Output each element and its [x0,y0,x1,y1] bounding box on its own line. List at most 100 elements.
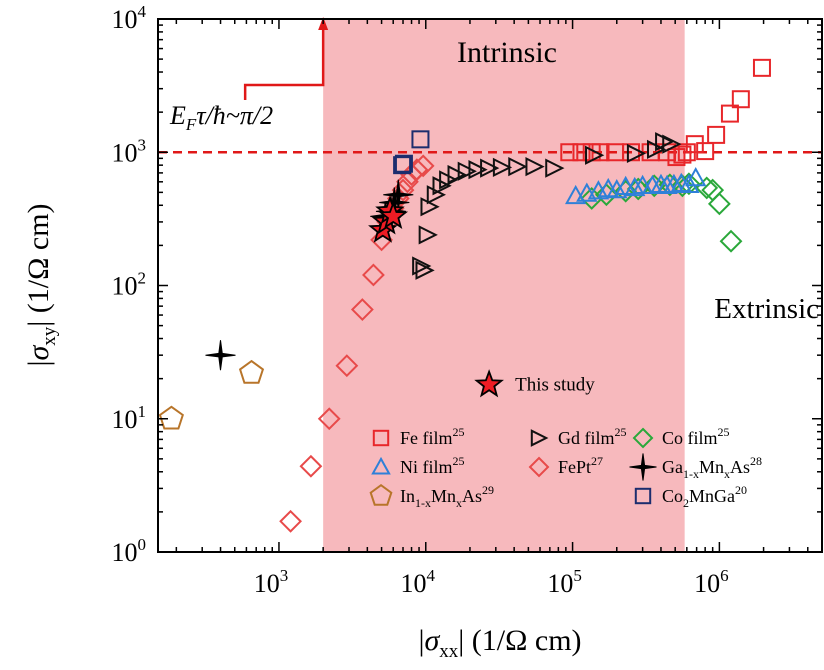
data-point [673,145,692,164]
legend-label: FePt27 [558,454,603,477]
legend-marker [372,429,390,447]
data-point [707,125,726,144]
legend-item-gd-film: Gd film25 [530,425,627,448]
data-point [158,405,184,430]
data-point [205,340,236,371]
x-tick-label: 105 [547,566,582,598]
data-point [394,154,413,173]
data-point [576,182,598,202]
data-point [662,134,682,154]
data-point [418,225,438,245]
y-tick-label: 104 [112,2,147,34]
data-point [317,407,341,431]
y-axis-title: |σxy| (1/Ω cm) [22,203,60,366]
series-comnga [393,130,430,175]
legend-label: Fe film25 [400,425,465,448]
this-study-marker [474,369,504,398]
data-point [731,90,750,109]
legend-item-co-film: Co film25 [632,425,730,449]
legend-item-fept: FePt27 [528,454,603,478]
y-tick-label: 102 [112,269,147,301]
legend-marker [629,453,657,481]
data-point [480,158,500,178]
data-point [572,143,591,162]
legend-item-ni-film: Ni film25 [371,454,465,477]
data-point [696,142,715,161]
data-point [545,158,565,178]
data-point [585,145,605,165]
data-point [396,170,419,194]
x-tick-label: 103 [254,566,289,598]
data-point [525,157,545,177]
data-point [606,179,628,199]
data-point [719,229,743,253]
threshold-arrow-line [243,26,325,100]
data-point [492,157,513,177]
series-ni-film [564,167,707,205]
data-point [432,176,452,196]
data-point [447,164,467,185]
legend-label: Ni film25 [400,454,465,477]
legend-item-comnga: Co2MnGa20 [634,483,747,510]
data-point [685,135,704,154]
this-study-label: This study [515,375,595,396]
data-point [362,263,385,287]
data-point [594,183,618,207]
data-point [685,167,707,187]
series-gd-film [412,132,682,280]
data-point [626,143,647,164]
series-this-study [368,195,409,243]
data-point [624,176,646,197]
legend-item-fe-film: Fe film25 [372,425,465,448]
data-point [580,187,604,210]
data-point [238,359,265,384]
data-point [560,143,579,162]
threshold-label: EFτ/ħ~π/2 [169,101,273,134]
intrinsic-label: Intrinsic [457,36,557,69]
data-point [391,178,415,202]
legend-marker [369,483,393,506]
legend-label: Ga1-xMnxAs28 [662,454,762,481]
data-point [508,157,528,177]
data-point [678,173,700,193]
data-point [279,509,302,533]
legend-marker [632,427,654,449]
legend-label: Co2MnGa20 [662,483,747,510]
legend-marker [371,456,391,475]
legend-marker [528,456,550,478]
data-point [591,143,610,162]
data-point [707,192,731,216]
data-point [468,160,488,180]
x-tick-label: 104 [401,566,436,598]
series-inmnas [158,359,265,430]
x-axis-title: |σxx| (1/Ω cm) [418,624,581,662]
data-point [457,161,477,181]
data-point [378,200,409,229]
data-point [335,354,359,378]
data-point [650,173,672,193]
legend-marker [530,429,549,447]
data-point [752,58,771,77]
data-point [663,173,685,193]
data-point [412,256,432,276]
y-tick-label: 103 [112,135,147,167]
data-point [411,154,435,178]
data-point [677,172,701,196]
data-point [411,130,430,149]
data-point [426,185,447,205]
y-tick-label: 101 [112,402,147,434]
legend-item-gamnas: Ga1-xMnxAs28 [629,453,762,481]
intrinsic-region [323,19,685,552]
legend-label: Gd film25 [558,425,627,448]
data-point [656,174,678,195]
data-point [299,454,323,478]
legend-label: Co film25 [662,425,730,448]
data-point [667,148,686,167]
extrinsic-label: Extrinsic [714,293,819,325]
legend-label: In1-xMnxAs29 [400,483,494,510]
data-point [720,104,739,123]
legend-marker [634,487,652,505]
y-tick-label: 100 [112,535,147,567]
x-tick-label: 106 [694,566,729,598]
